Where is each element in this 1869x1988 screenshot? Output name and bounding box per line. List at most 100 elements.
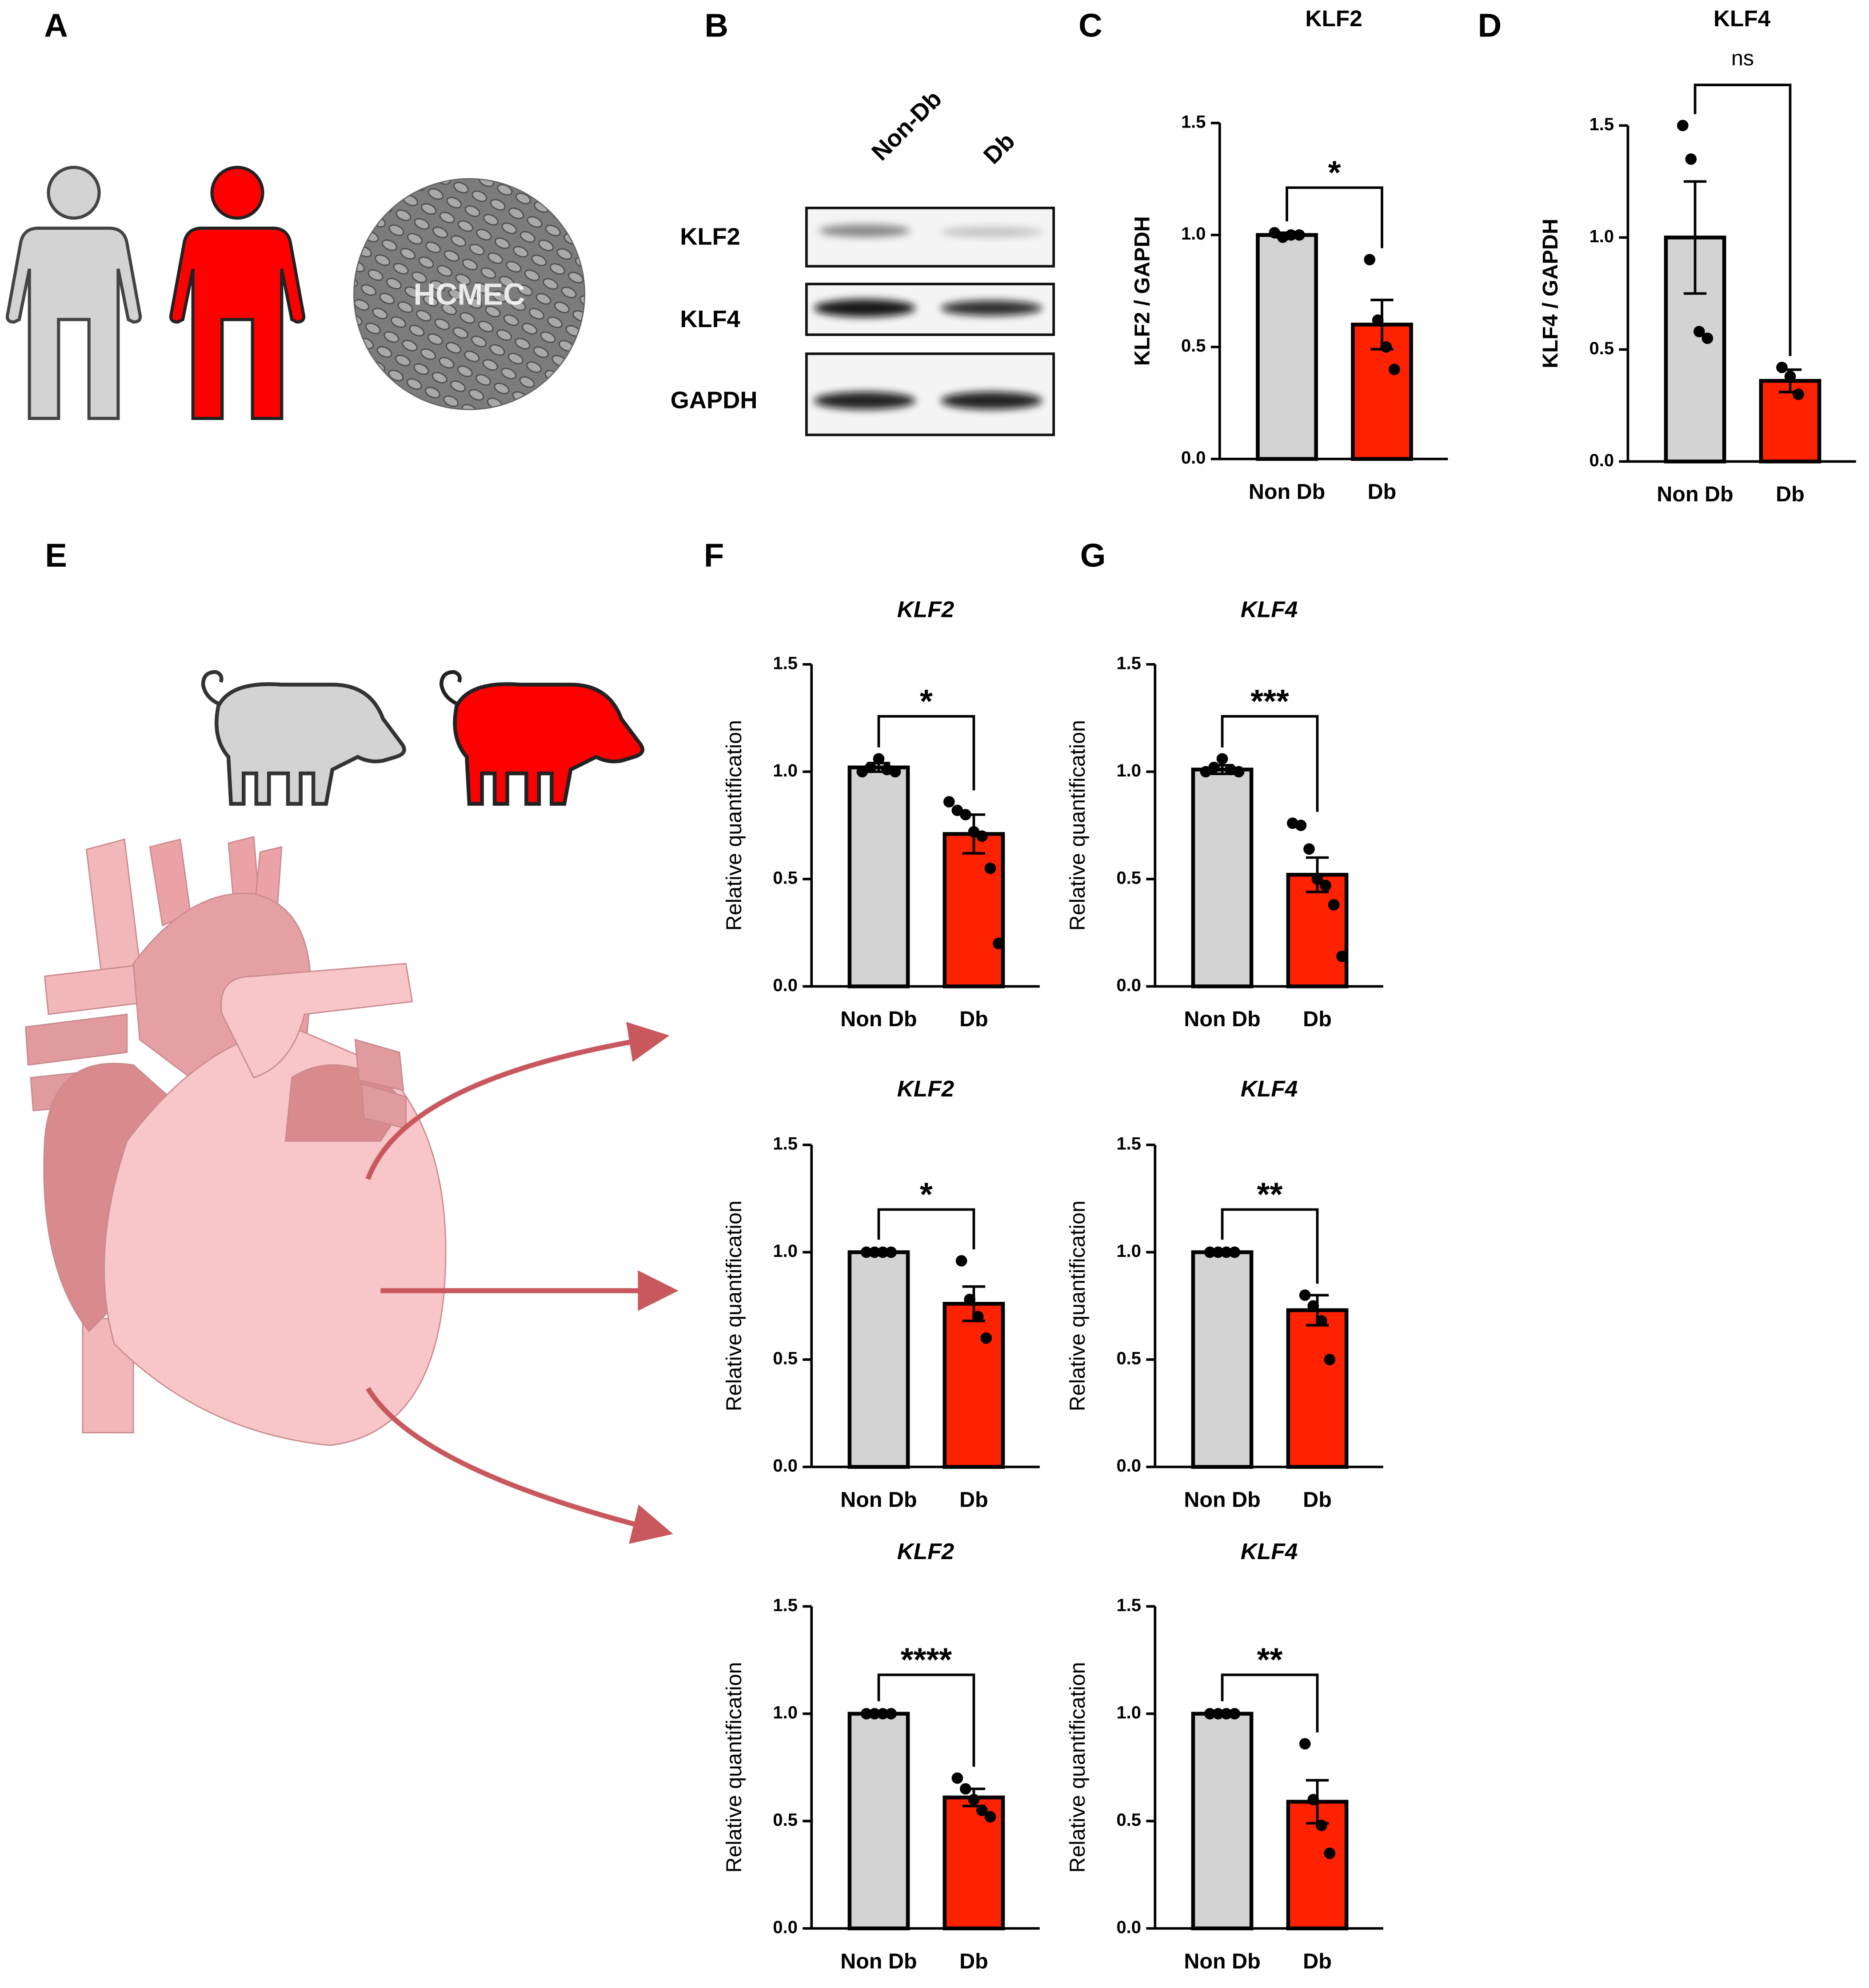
heart-illustration (25, 836, 447, 1446)
y-tick-label: 0.5 (1181, 336, 1206, 356)
data-point (968, 1794, 980, 1805)
data-point (964, 1293, 975, 1305)
person-icon (5, 165, 142, 420)
error-bar (1683, 180, 1707, 295)
data-point (869, 1708, 881, 1720)
x-tick-label: Non Db (1184, 1007, 1260, 1031)
significance-bracket (1221, 1673, 1319, 1732)
data-point (860, 1708, 872, 1720)
significance-bracket (877, 1208, 975, 1250)
x-tick-label: Db (1303, 1949, 1332, 1973)
panel-label: A (44, 7, 68, 44)
y-tick-label: 1.5 (773, 1134, 798, 1154)
x-tick-label: Db (1368, 480, 1397, 504)
data-point (972, 1311, 984, 1323)
y-tick-label: 1.5 (1116, 653, 1141, 673)
x-tick-label: Db (1303, 1488, 1332, 1512)
data-point (951, 1772, 963, 1784)
bar (847, 1712, 910, 1931)
data-point (1372, 314, 1384, 326)
data-point (1285, 229, 1297, 241)
data-point (873, 753, 885, 765)
bar (1191, 768, 1254, 988)
data-point (993, 937, 1004, 949)
chart-title: KLF2 (897, 1539, 954, 1564)
y-axis-label: Relative quantification (722, 720, 746, 931)
y-axis-label: Relative quantification (1066, 1662, 1090, 1872)
data-point (1328, 899, 1340, 911)
data-point (865, 761, 876, 773)
data-point (1677, 120, 1689, 132)
data-point (1216, 753, 1228, 765)
data-point (1793, 388, 1804, 400)
pig-icon (201, 670, 406, 806)
significance-bracket (1286, 186, 1383, 248)
data-point (885, 1708, 897, 1720)
bar (1191, 1250, 1254, 1469)
bar (942, 1302, 1005, 1469)
data-point (1324, 1848, 1336, 1859)
y-tick-label: 1.5 (773, 653, 798, 673)
data-point (1320, 880, 1331, 892)
data-point (1693, 326, 1705, 337)
y-tick-label: 0.0 (773, 1917, 798, 1937)
data-point (1380, 341, 1392, 353)
significance-bracket (1221, 715, 1319, 812)
data-point (1701, 332, 1713, 344)
data-point (960, 809, 971, 820)
x-tick-label: Db (959, 1949, 988, 1973)
y-tick-label: 1.0 (1589, 227, 1614, 246)
data-point (885, 1246, 897, 1258)
data-point (1220, 1246, 1232, 1258)
bar (1191, 1712, 1254, 1931)
y-tick-label: 1.5 (1116, 1134, 1141, 1154)
x-tick-label: Non Db (840, 1007, 917, 1031)
data-point (984, 862, 996, 874)
blot-column-label: Non-Db (867, 85, 947, 166)
y-tick-label: 0.0 (773, 1456, 798, 1476)
x-tick-label: Db (1776, 482, 1805, 506)
y-tick-label: 0.0 (1181, 448, 1206, 468)
data-point (1685, 153, 1697, 165)
data-point (1388, 364, 1400, 375)
data-point (1336, 950, 1348, 962)
x-tick-label: Non Db (1184, 1949, 1260, 1973)
y-axis-label: KLF2 / GAPDH (1130, 216, 1154, 366)
y-tick-label: 0.5 (1116, 1810, 1141, 1830)
data-point (1307, 1794, 1319, 1805)
data-point (1307, 1300, 1319, 1312)
y-axis-label: Relative quantification (1066, 1200, 1090, 1411)
cell-label: HCMEC (414, 277, 525, 312)
panel-label: D (1478, 7, 1502, 44)
y-tick-label: 1.0 (1116, 1241, 1141, 1261)
y-axis-label: Relative quantification (1066, 720, 1090, 931)
y-tick-label: 1.5 (773, 1596, 798, 1615)
x-tick-label: Non Db (840, 1949, 917, 1973)
data-point (1220, 1708, 1232, 1720)
data-point (943, 796, 955, 808)
significance-label: ** (1257, 1641, 1283, 1678)
data-point (1311, 873, 1323, 885)
data-point (1294, 229, 1305, 241)
data-point (1204, 1246, 1216, 1258)
data-point (1212, 1708, 1224, 1720)
significance-label: **** (901, 1641, 952, 1678)
y-tick-label: 0.5 (1589, 339, 1614, 358)
y-tick-label: 0.0 (1116, 976, 1141, 995)
bar (1759, 379, 1821, 464)
y-tick-label: 1.0 (773, 1241, 798, 1261)
y-tick-label: 0.5 (773, 1810, 798, 1830)
data-point (960, 1783, 971, 1795)
chart-title: KLF2 (897, 597, 954, 622)
x-tick-label: Non Db (1184, 1488, 1260, 1512)
panel-label: F (704, 537, 724, 574)
y-tick-label: 1.0 (1116, 1703, 1141, 1722)
arrow (365, 1022, 679, 1544)
data-point (1204, 1708, 1216, 1720)
y-tick-label: 0.0 (1116, 1456, 1141, 1476)
chart-title: KLF4 (1241, 1076, 1298, 1101)
y-tick-label: 0.5 (1116, 868, 1141, 888)
y-axis-label: KLF4 / GAPDH (1538, 219, 1562, 368)
chart-title: KLF4 (1241, 1539, 1298, 1564)
y-tick-label: 0.0 (773, 976, 798, 995)
